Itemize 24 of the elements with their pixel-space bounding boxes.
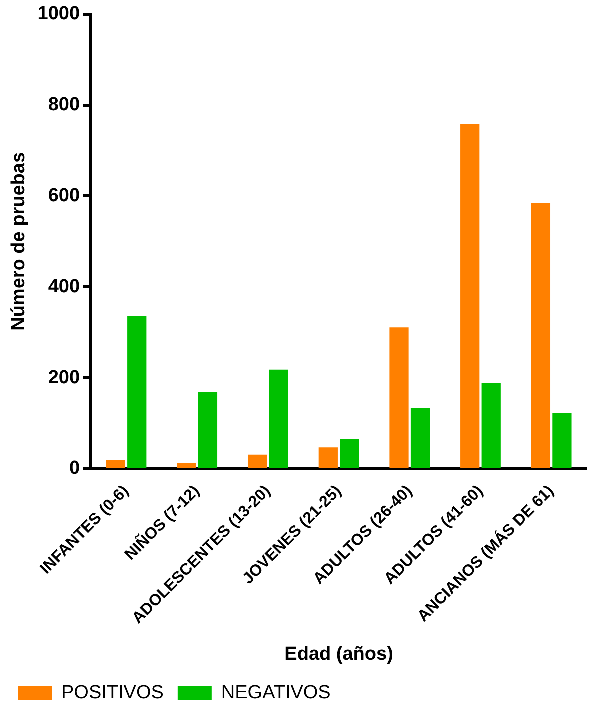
y-axis-title: Número de pruebas (8, 152, 30, 331)
x-axis-title: Edad (años) (284, 644, 394, 665)
bar (340, 438, 360, 468)
legend-label: NEGATIVOS (221, 682, 331, 704)
bar (269, 370, 288, 468)
bar (552, 414, 572, 468)
bar (390, 328, 409, 468)
y-tick-label: 600 (48, 185, 80, 206)
bar (482, 383, 501, 468)
legend-label: POSITIVOS (62, 682, 164, 704)
bar (106, 460, 126, 468)
bar (410, 408, 430, 468)
bar (531, 203, 551, 468)
bar (198, 392, 218, 468)
y-tick-label: 200 (48, 367, 80, 388)
bar (128, 316, 147, 468)
y-tick-label: 400 (48, 276, 80, 298)
y-tick-label: 1000 (38, 4, 80, 25)
bar (460, 124, 480, 468)
y-tick-label: 0 (69, 458, 80, 480)
y-tick-label: 800 (48, 94, 80, 116)
bar (248, 454, 268, 468)
bar (177, 464, 196, 468)
bar (318, 448, 338, 468)
